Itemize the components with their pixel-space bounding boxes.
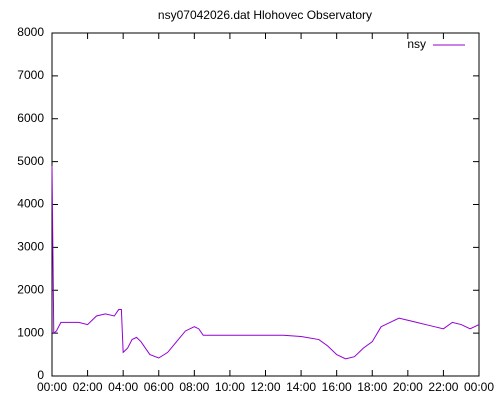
legend-label: nsy <box>407 37 426 51</box>
x-tick-label: 16:00 <box>322 380 352 394</box>
y-tick-label: 1000 <box>17 325 44 339</box>
y-tick-label: 4000 <box>17 197 44 211</box>
plot-border <box>51 32 480 377</box>
y-tick-label: 6000 <box>17 111 44 125</box>
x-tick-label: 00:00 <box>464 380 494 394</box>
x-tick-label: 06:00 <box>144 380 174 394</box>
y-tick-label: 2000 <box>17 282 44 296</box>
y-tick-label: 0 <box>37 368 44 382</box>
y-tick-label: 3000 <box>17 240 44 254</box>
chart-title: nsy07042026.dat Hlohovec Observatory <box>158 8 372 22</box>
x-tick-label: 04:00 <box>108 380 138 394</box>
x-tick-label: 02:00 <box>73 380 103 394</box>
y-tick-label: 7000 <box>17 68 44 82</box>
x-tick-label: 08:00 <box>179 380 209 394</box>
y-tick-label: 5000 <box>17 154 44 168</box>
x-tick-label: 20:00 <box>393 380 423 394</box>
x-tick-label: 00:00 <box>37 380 67 394</box>
y-tick-label: 8000 <box>17 25 44 39</box>
data-line <box>51 165 480 360</box>
x-tick-label: 14:00 <box>286 380 316 394</box>
x-tick-label: 22:00 <box>428 380 458 394</box>
x-tick-label: 12:00 <box>250 380 280 394</box>
x-tick-label: 18:00 <box>357 380 387 394</box>
x-tick-label: 10:00 <box>215 380 245 394</box>
